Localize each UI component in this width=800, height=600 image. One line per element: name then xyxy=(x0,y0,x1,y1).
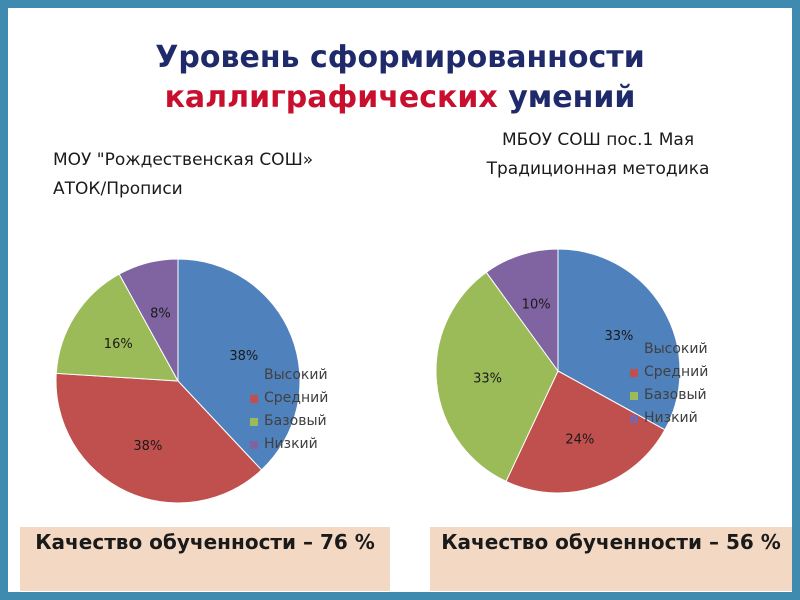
legend-swatch xyxy=(250,440,258,449)
pie-label-3: 10% xyxy=(522,298,551,313)
left-subtitle-line-2: АТОК/Прописи xyxy=(53,179,183,199)
legend-item: Базовый xyxy=(250,410,328,433)
right-subtitle-line-1: МБОУ СОШ пос.1 Мая xyxy=(501,130,695,150)
legend-swatch xyxy=(250,394,258,403)
slide: Уровень сформированности каллиграфически… xyxy=(8,8,792,592)
legend-label: Низкий xyxy=(644,410,698,426)
pie-label-2: 16% xyxy=(104,337,133,352)
right-subtitle-line-2: Традиционная методика xyxy=(486,159,710,179)
legend-swatch xyxy=(630,414,638,423)
legend-item: Низкий xyxy=(630,407,708,430)
left-subtitle-line-1: МОУ "Рождественская СОШ» xyxy=(53,150,314,170)
left-chart-subtitle: МОУ "Рождественская СОШ» АТОК/Прописи xyxy=(53,146,313,204)
legend-item: Высокий xyxy=(250,364,328,387)
left-quality-box: Качество обученности – 76 % xyxy=(20,527,390,591)
pie-slice-2 xyxy=(435,271,559,483)
pie-slice-0 xyxy=(177,258,301,471)
title-line-2: каллиграфических умений xyxy=(8,78,792,118)
legend-swatch xyxy=(630,368,638,377)
pie-label-1: 24% xyxy=(565,432,594,447)
legend-label: Базовый xyxy=(644,387,707,403)
title-rest: умений xyxy=(508,80,636,115)
legend-item: Средний xyxy=(250,387,328,410)
pie-label-0: 33% xyxy=(604,329,633,344)
legend-label: Высокий xyxy=(644,341,708,357)
legend-label: Базовый xyxy=(264,413,327,429)
legend-label: Низкий xyxy=(264,436,318,452)
pie-label-3: 8% xyxy=(150,306,171,321)
right-pie-chart: 33% 24% 33% 10% xyxy=(435,248,681,494)
legend-item: Низкий xyxy=(250,433,328,456)
pie-slice-3 xyxy=(485,248,559,373)
right-chart-subtitle: МБОУ СОШ пос.1 Мая Традиционная методика xyxy=(438,126,758,184)
left-legend: Высокий Средний Базовый Низкий xyxy=(250,364,328,456)
legend-item: Базовый xyxy=(630,384,708,407)
legend-swatch xyxy=(250,417,258,426)
page-title: Уровень сформированности каллиграфически… xyxy=(8,38,792,118)
pie-slice-1 xyxy=(505,370,666,494)
legend-swatch xyxy=(250,371,258,380)
title-highlight: каллиграфических xyxy=(164,80,498,115)
pie-slice-3 xyxy=(118,258,179,382)
pie-slice-2 xyxy=(55,273,179,382)
legend-swatch xyxy=(630,391,638,400)
right-legend: Высокий Средний Базовый Низкий xyxy=(630,338,708,430)
pie-slice-1 xyxy=(55,372,263,504)
title-line-1: Уровень сформированности xyxy=(155,40,645,75)
legend-swatch xyxy=(630,345,638,354)
legend-item: Средний xyxy=(630,361,708,384)
legend-label: Высокий xyxy=(264,367,328,383)
legend-label: Средний xyxy=(264,390,329,406)
pie-label-0: 38% xyxy=(229,349,258,364)
pie-label-2: 33% xyxy=(473,372,502,387)
right-quality-box: Качество обученности – 56 % xyxy=(430,527,792,591)
legend-label: Средний xyxy=(644,364,709,380)
pie-slice-0 xyxy=(557,248,681,431)
legend-item: Высокий xyxy=(630,338,708,361)
pie-label-1: 38% xyxy=(133,439,162,454)
left-pie-chart: 38% 38% 16% 8% xyxy=(55,258,301,504)
